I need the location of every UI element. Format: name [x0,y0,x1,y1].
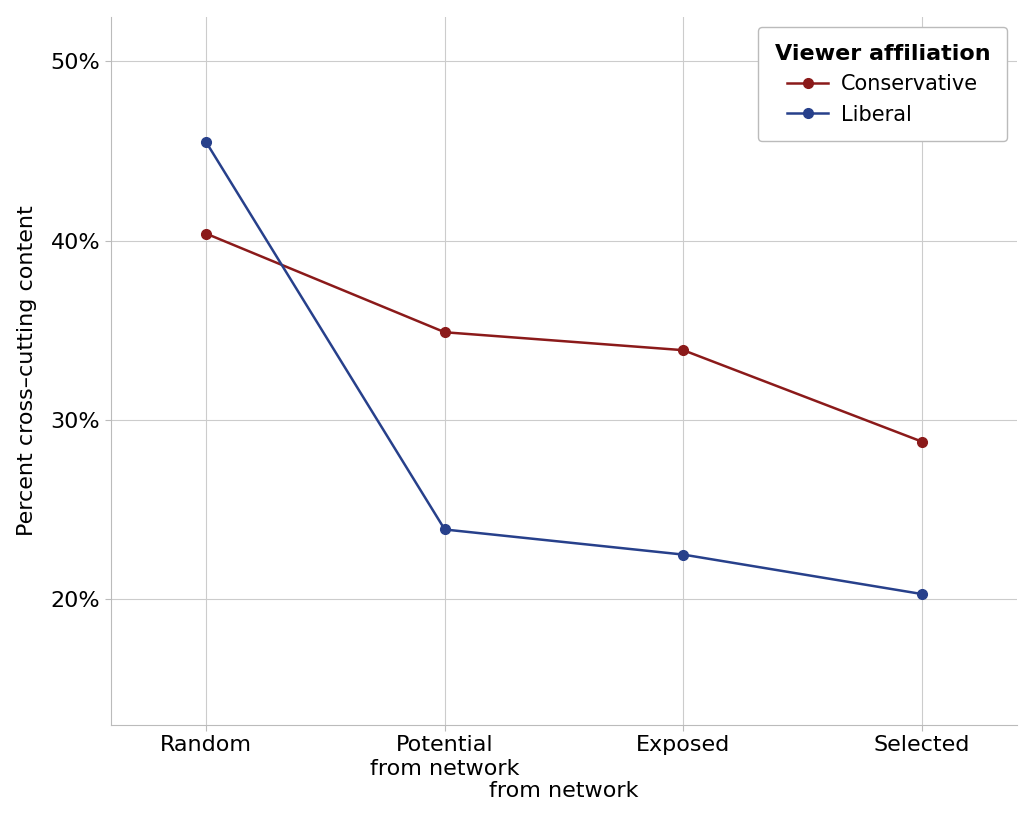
Conservative [677,345,690,355]
Legend: Conservative, Liberal: Conservative, Liberal [758,27,1007,142]
Liberal [916,589,929,599]
Y-axis label: Percent cross–cutting content: Percent cross–cutting content [17,205,36,536]
Liberal [438,524,451,534]
Conservative [438,327,451,337]
Liberal [677,550,690,560]
Liberal [200,137,212,147]
Conservative [916,437,929,447]
Line: Liberal: Liberal [202,137,926,599]
Conservative [200,229,212,239]
X-axis label: from network: from network [489,781,639,802]
Line: Conservative: Conservative [202,229,926,447]
